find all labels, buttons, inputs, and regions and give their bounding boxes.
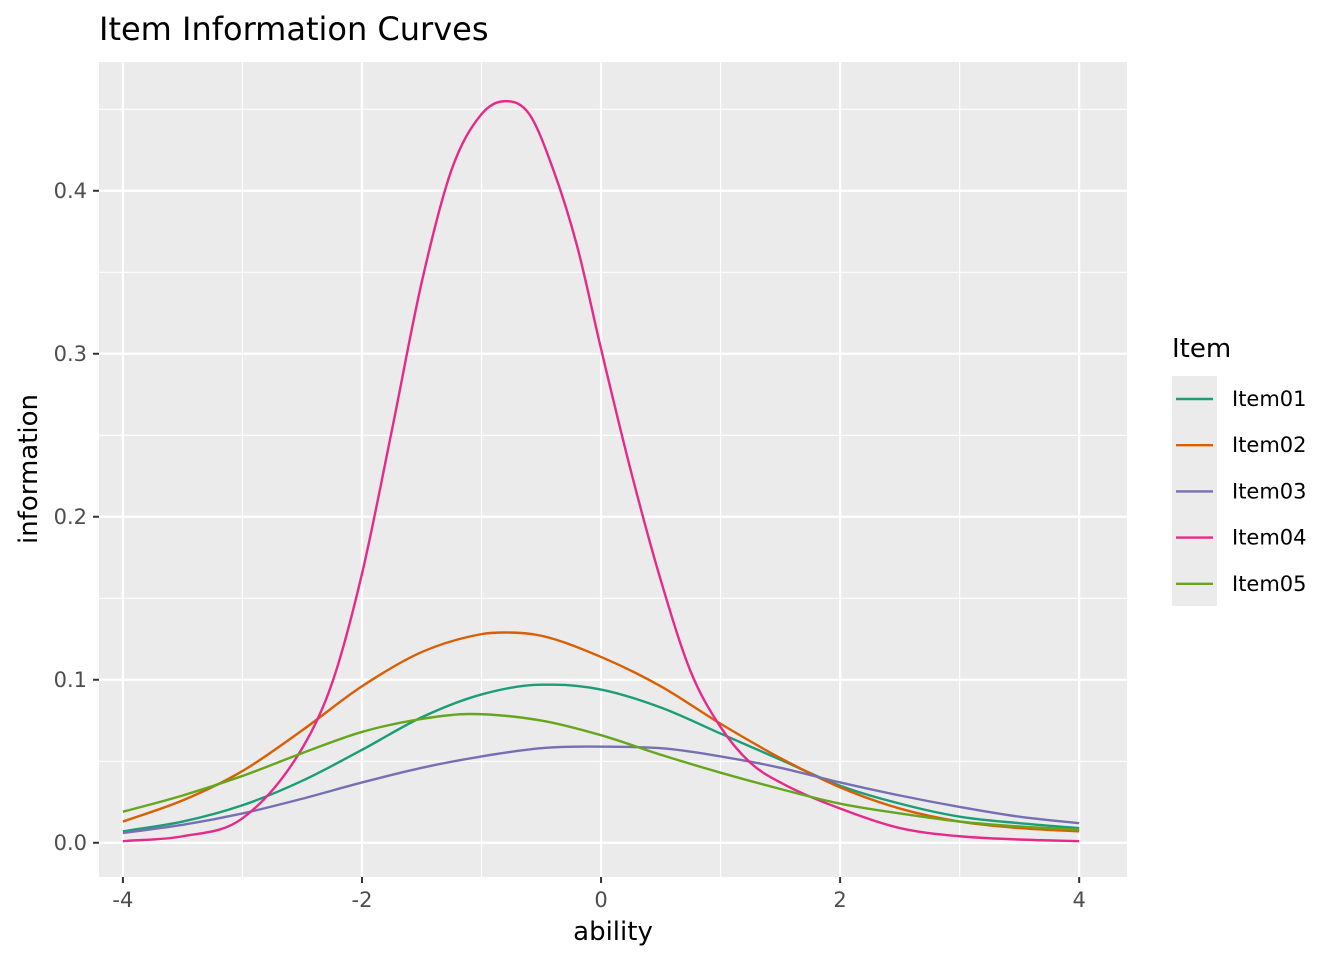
x-axis-title: ability: [573, 917, 653, 947]
y-axis-title: information: [14, 394, 44, 544]
y-tick-label: 0.1: [54, 668, 87, 692]
x-tick-label: 0: [594, 888, 607, 912]
y-axis: 0.0 0.1 0.2 0.3 0.4: [54, 179, 99, 855]
x-tick-label: 4: [1072, 888, 1085, 912]
y-tick-label: 0.4: [54, 179, 87, 203]
legend-label-item02: Item02: [1232, 433, 1307, 457]
legend: Item Item01 Item02 Item03 Item04 Item05: [1172, 334, 1307, 606]
x-tick-label: 2: [833, 888, 846, 912]
y-tick-label: 0.0: [54, 831, 87, 855]
minor-gridlines: [99, 62, 1127, 877]
series-line-item03: [122, 745, 1080, 835]
series-lines: [122, 99, 1080, 843]
series-line-item04: [122, 99, 1080, 843]
x-tick-label: -2: [352, 888, 373, 912]
x-tick-label: -4: [112, 888, 133, 912]
major-gridlines: [99, 62, 1127, 877]
series-line-item01: [122, 683, 1080, 833]
plot-panel: [99, 62, 1127, 877]
chart-title: Item Information Curves: [99, 10, 489, 48]
series-line-item05: [122, 712, 1080, 831]
legend-label-item05: Item05: [1232, 572, 1307, 596]
legend-label-item04: Item04: [1232, 526, 1307, 550]
y-tick-label: 0.3: [54, 342, 87, 366]
series-line-item02: [122, 631, 1080, 833]
legend-label-item03: Item03: [1232, 479, 1307, 503]
x-axis: -4 -2 0 2 4: [112, 877, 1086, 912]
legend-title: Item: [1172, 334, 1231, 364]
y-tick-label: 0.2: [54, 505, 87, 529]
legend-label-item01: Item01: [1232, 387, 1307, 411]
